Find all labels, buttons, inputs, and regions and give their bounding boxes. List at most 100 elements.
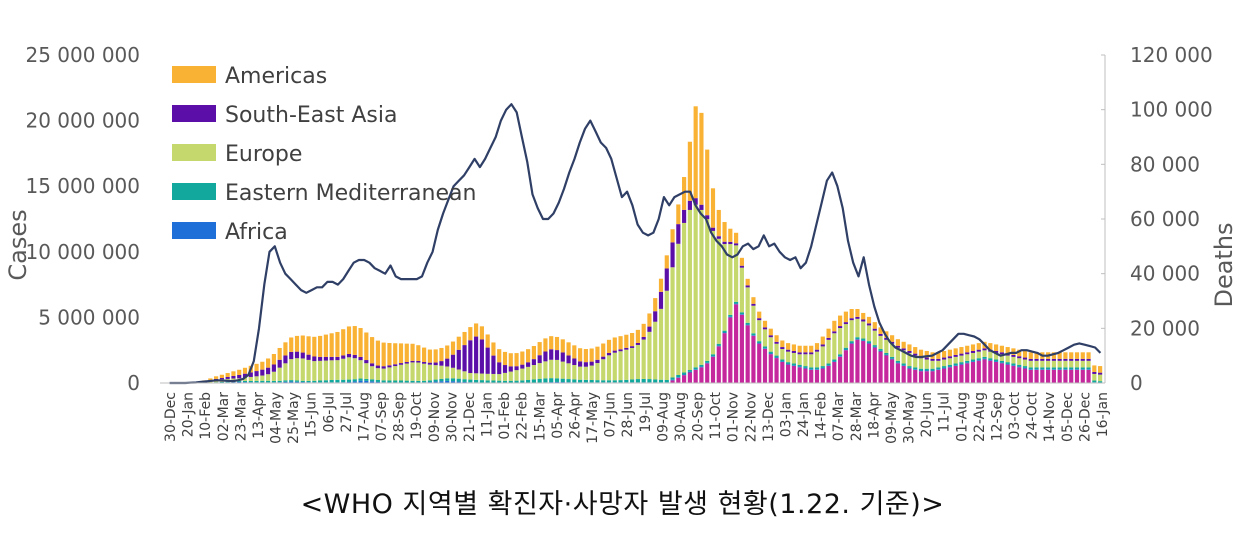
x-tick-label: 02-Mar	[216, 392, 232, 442]
bar-southeastasia	[254, 371, 259, 377]
bar-europe	[832, 333, 837, 360]
bar-africa	[751, 335, 756, 336]
bar-americas	[1074, 352, 1080, 359]
bar-africa	[797, 366, 802, 368]
bar-europe	[687, 209, 692, 371]
bar-westernpacific	[809, 369, 814, 383]
bar-southeastasia	[283, 355, 288, 364]
bar-easternmediterranean	[514, 380, 519, 383]
bar-southeastasia	[242, 373, 248, 378]
bar-easternmediterranean	[884, 352, 889, 355]
bar-europe	[1057, 360, 1062, 368]
bar-americas	[474, 323, 479, 337]
bar-africa	[757, 342, 762, 344]
bar-westernpacific	[982, 359, 987, 383]
bar-easternmediterranean	[271, 380, 276, 383]
bar-europe	[283, 363, 288, 381]
bar-europe	[791, 352, 796, 364]
bar-southeastasia	[624, 347, 629, 350]
bar-easternmediterranean	[959, 362, 964, 364]
x-tick-label: 18-Apr	[866, 392, 882, 439]
bar-southeastasia	[491, 355, 496, 374]
bar-easternmediterranean	[924, 368, 929, 371]
bar-americas	[294, 335, 300, 352]
bar-easternmediterranean	[1092, 380, 1097, 383]
bar-westernpacific	[722, 333, 727, 383]
bar-southeastasia	[531, 359, 536, 366]
bar-westernpacific	[890, 359, 895, 383]
bar-americas	[739, 257, 744, 266]
bar-africa	[895, 362, 900, 364]
bar-southeastasia	[543, 351, 548, 362]
bar-easternmediterranean	[1040, 367, 1045, 370]
bar-southeastasia	[416, 360, 421, 363]
bar-easternmediterranean	[999, 360, 1004, 363]
legend-label: Eastern Mediterranean	[225, 181, 476, 206]
bar-southeastasia	[791, 350, 796, 353]
bar-southeastasia	[612, 350, 617, 353]
bar-europe	[462, 371, 467, 380]
x-tick-label: 16-Jan	[1095, 392, 1111, 437]
bar-easternmediterranean	[965, 360, 970, 363]
x-tick-label: 27-Jul	[339, 392, 355, 433]
bar-easternmediterranean	[364, 378, 369, 381]
bar-europe	[520, 368, 525, 381]
bar-americas	[422, 347, 427, 363]
bar-americas	[653, 298, 658, 312]
bar-easternmediterranean	[682, 372, 687, 375]
bar-easternmediterranean	[1011, 363, 1016, 366]
bar-americas	[346, 326, 352, 354]
bar-easternmediterranean	[913, 367, 918, 370]
bar-europe	[999, 354, 1004, 361]
bar-europe	[676, 243, 681, 375]
bar-africa	[774, 357, 779, 359]
bar-southeastasia	[364, 360, 369, 364]
bar-africa	[855, 339, 860, 340]
bar-americas	[260, 361, 265, 370]
bar-europe	[416, 362, 421, 381]
bar-europe	[809, 354, 814, 368]
bar-easternmediterranean	[433, 379, 438, 382]
bar-europe	[514, 370, 519, 381]
bar-westernpacific	[710, 356, 716, 383]
bar-americas	[514, 353, 519, 367]
x-tick-label: 13-Apr	[251, 392, 267, 439]
bar-easternmediterranean	[283, 380, 288, 382]
bar-southeastasia	[734, 243, 739, 246]
bar-easternmediterranean	[653, 379, 658, 383]
bar-africa	[1011, 365, 1016, 366]
bar-africa	[1069, 369, 1074, 370]
bar-americas	[1028, 352, 1033, 359]
bar-americas	[352, 326, 357, 355]
bar-europe	[335, 360, 340, 380]
bar-westernpacific	[820, 368, 825, 383]
bar-southeastasia	[1069, 358, 1074, 361]
x-tick-label: 23-Mar	[233, 392, 249, 442]
bar-easternmediterranean	[722, 330, 727, 333]
bar-europe	[254, 376, 259, 381]
y2-tick-label: 120 000	[1130, 43, 1213, 67]
bar-africa	[1051, 369, 1056, 370]
bar-easternmediterranean	[294, 380, 300, 382]
bar-europe	[427, 364, 432, 381]
bar-americas	[826, 328, 831, 338]
bar-americas	[531, 346, 536, 360]
bar-europe	[502, 372, 508, 381]
bar-americas	[404, 343, 409, 363]
bar-easternmediterranean	[537, 378, 542, 383]
bar-southeastasia	[497, 362, 502, 375]
bar-southeastasia	[878, 333, 883, 336]
bar-easternmediterranean	[329, 379, 334, 383]
bar-americas	[705, 149, 710, 216]
bar-americas	[271, 354, 276, 365]
legend-swatch	[172, 144, 216, 161]
bar-americas	[214, 376, 219, 379]
bar-americas	[341, 329, 346, 356]
bar-westernpacific	[1069, 369, 1074, 383]
bar-americas	[890, 335, 895, 342]
bar-southeastasia	[1011, 354, 1016, 357]
bar-europe	[762, 329, 768, 347]
bar-southeastasia	[341, 355, 346, 359]
bar-southeastasia	[554, 350, 560, 360]
bar-easternmediterranean	[647, 379, 652, 383]
